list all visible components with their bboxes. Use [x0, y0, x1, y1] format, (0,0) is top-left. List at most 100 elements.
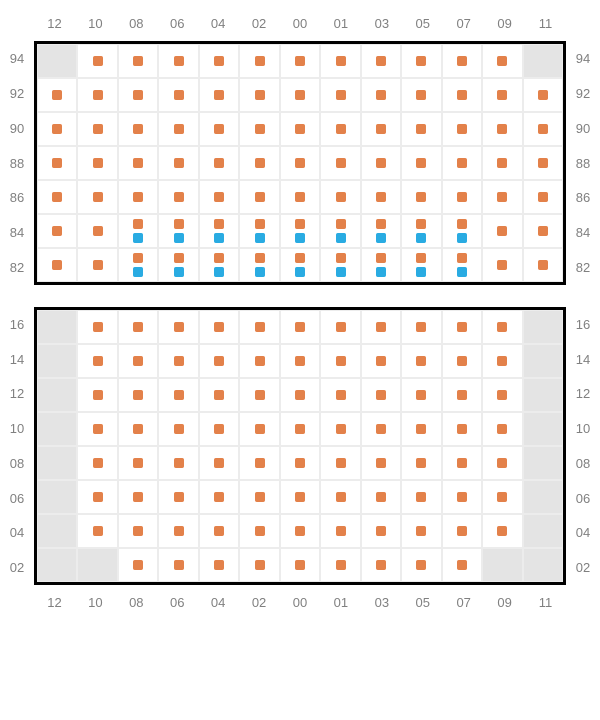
seat-cell[interactable] — [158, 146, 198, 180]
seat-cell[interactable] — [199, 112, 239, 146]
seat-cell[interactable] — [77, 412, 117, 446]
seat-cell[interactable] — [442, 112, 482, 146]
seat-cell[interactable] — [482, 180, 522, 214]
seat-cell[interactable] — [77, 344, 117, 378]
seat-cell[interactable] — [158, 214, 198, 248]
seat-cell[interactable] — [320, 412, 360, 446]
seat-cell[interactable] — [442, 378, 482, 412]
seat-cell[interactable] — [77, 214, 117, 248]
seat-cell[interactable] — [199, 248, 239, 282]
seat-cell[interactable] — [158, 248, 198, 282]
seat-cell[interactable] — [320, 514, 360, 548]
seat-cell[interactable] — [401, 112, 441, 146]
seat-cell[interactable] — [239, 548, 279, 582]
seat-cell[interactable] — [118, 412, 158, 446]
seat-cell[interactable] — [199, 514, 239, 548]
seat-cell[interactable] — [320, 214, 360, 248]
seat-cell[interactable] — [361, 344, 401, 378]
seat-cell[interactable] — [199, 446, 239, 480]
seat-cell[interactable] — [280, 78, 320, 112]
seat-cell[interactable] — [77, 446, 117, 480]
seat-cell[interactable] — [239, 310, 279, 344]
seat-cell[interactable] — [280, 480, 320, 514]
seat-cell[interactable] — [482, 344, 522, 378]
seat-cell[interactable] — [239, 378, 279, 412]
seat-cell[interactable] — [280, 180, 320, 214]
seat-cell[interactable] — [442, 248, 482, 282]
seat-cell[interactable] — [118, 446, 158, 480]
seat-cell[interactable] — [401, 548, 441, 582]
seat-cell[interactable] — [482, 248, 522, 282]
seat-cell[interactable] — [37, 248, 77, 282]
seat-cell[interactable] — [361, 214, 401, 248]
seat-cell[interactable] — [482, 44, 522, 78]
seat-cell[interactable] — [77, 378, 117, 412]
seat-cell[interactable] — [523, 214, 563, 248]
seat-cell[interactable] — [320, 446, 360, 480]
seat-cell[interactable] — [361, 112, 401, 146]
seat-cell[interactable] — [118, 514, 158, 548]
seat-cell[interactable] — [118, 180, 158, 214]
seat-cell[interactable] — [401, 146, 441, 180]
seat-cell[interactable] — [239, 146, 279, 180]
seat-cell[interactable] — [77, 248, 117, 282]
seat-cell[interactable] — [320, 480, 360, 514]
seat-cell[interactable] — [442, 44, 482, 78]
seat-cell[interactable] — [482, 378, 522, 412]
seat-cell[interactable] — [361, 78, 401, 112]
seat-cell[interactable] — [118, 548, 158, 582]
seat-cell[interactable] — [361, 548, 401, 582]
seat-cell[interactable] — [442, 548, 482, 582]
seat-cell[interactable] — [401, 44, 441, 78]
seat-cell[interactable] — [442, 146, 482, 180]
seat-cell[interactable] — [280, 378, 320, 412]
seat-cell[interactable] — [158, 78, 198, 112]
seat-cell[interactable] — [401, 344, 441, 378]
seat-cell[interactable] — [118, 78, 158, 112]
seat-cell[interactable] — [77, 310, 117, 344]
seat-cell[interactable] — [482, 412, 522, 446]
seat-cell[interactable] — [199, 412, 239, 446]
seat-cell[interactable] — [77, 180, 117, 214]
seat-cell[interactable] — [320, 112, 360, 146]
seat-cell[interactable] — [199, 180, 239, 214]
seat-cell[interactable] — [239, 112, 279, 146]
seat-cell[interactable] — [77, 112, 117, 146]
seat-cell[interactable] — [77, 146, 117, 180]
seat-cell[interactable] — [280, 514, 320, 548]
seat-cell[interactable] — [361, 480, 401, 514]
seat-cell[interactable] — [401, 412, 441, 446]
seat-cell[interactable] — [523, 248, 563, 282]
seat-cell[interactable] — [199, 344, 239, 378]
seat-cell[interactable] — [199, 548, 239, 582]
seat-cell[interactable] — [361, 412, 401, 446]
seat-cell[interactable] — [361, 248, 401, 282]
seat-cell[interactable] — [158, 44, 198, 78]
seat-cell[interactable] — [158, 412, 198, 446]
seat-cell[interactable] — [361, 446, 401, 480]
seat-cell[interactable] — [199, 214, 239, 248]
seat-cell[interactable] — [239, 412, 279, 446]
seat-cell[interactable] — [482, 146, 522, 180]
seat-cell[interactable] — [280, 344, 320, 378]
seat-cell[interactable] — [37, 146, 77, 180]
seat-cell[interactable] — [482, 214, 522, 248]
seat-cell[interactable] — [118, 214, 158, 248]
seat-cell[interactable] — [37, 112, 77, 146]
seat-cell[interactable] — [442, 514, 482, 548]
seat-cell[interactable] — [118, 44, 158, 78]
seat-cell[interactable] — [361, 378, 401, 412]
seat-cell[interactable] — [320, 344, 360, 378]
seat-cell[interactable] — [320, 378, 360, 412]
seat-cell[interactable] — [118, 344, 158, 378]
seat-cell[interactable] — [280, 248, 320, 282]
seat-cell[interactable] — [239, 44, 279, 78]
seat-cell[interactable] — [361, 146, 401, 180]
seat-cell[interactable] — [361, 44, 401, 78]
seat-cell[interactable] — [118, 248, 158, 282]
seat-cell[interactable] — [158, 514, 198, 548]
seat-cell[interactable] — [442, 180, 482, 214]
seat-cell[interactable] — [158, 112, 198, 146]
seat-cell[interactable] — [280, 310, 320, 344]
seat-cell[interactable] — [158, 310, 198, 344]
